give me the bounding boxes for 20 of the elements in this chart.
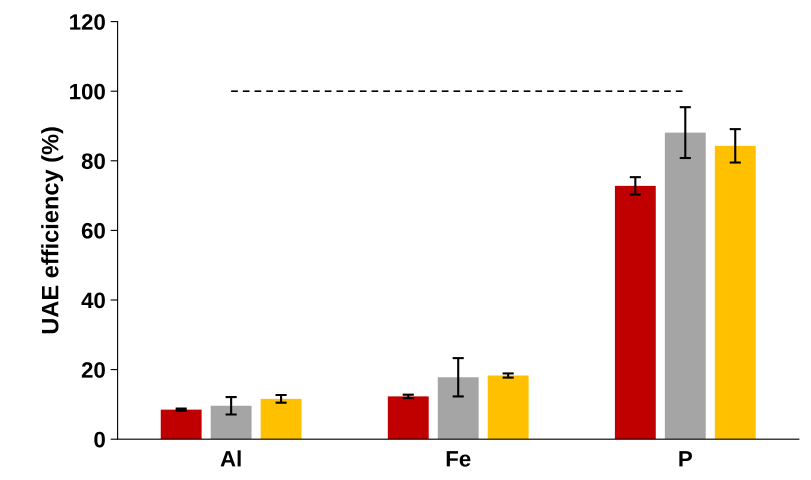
bar bbox=[714, 146, 756, 440]
x-tick-label: Fe bbox=[446, 451, 470, 467]
bar bbox=[664, 132, 706, 440]
y-tick-label: 80 bbox=[82, 153, 105, 170]
bar bbox=[160, 410, 202, 440]
bar bbox=[488, 376, 529, 440]
y-tick-label: 120 bbox=[70, 14, 105, 30]
bar bbox=[260, 398, 302, 440]
x-tick-label: P bbox=[679, 451, 692, 466]
bar bbox=[388, 396, 429, 440]
x-tick-label: Al bbox=[220, 450, 241, 466]
y-tick-label: 60 bbox=[82, 222, 105, 239]
y-tick-label: 40 bbox=[81, 292, 105, 308]
bar bbox=[210, 406, 252, 440]
y-axis-title: UAE efficiency (%) bbox=[41, 127, 64, 334]
bar bbox=[438, 377, 479, 440]
bar bbox=[614, 186, 656, 440]
y-tick-label: 100 bbox=[70, 84, 105, 100]
y-tick-label: 20 bbox=[82, 362, 105, 378]
y-tick-label: 0 bbox=[94, 432, 105, 448]
